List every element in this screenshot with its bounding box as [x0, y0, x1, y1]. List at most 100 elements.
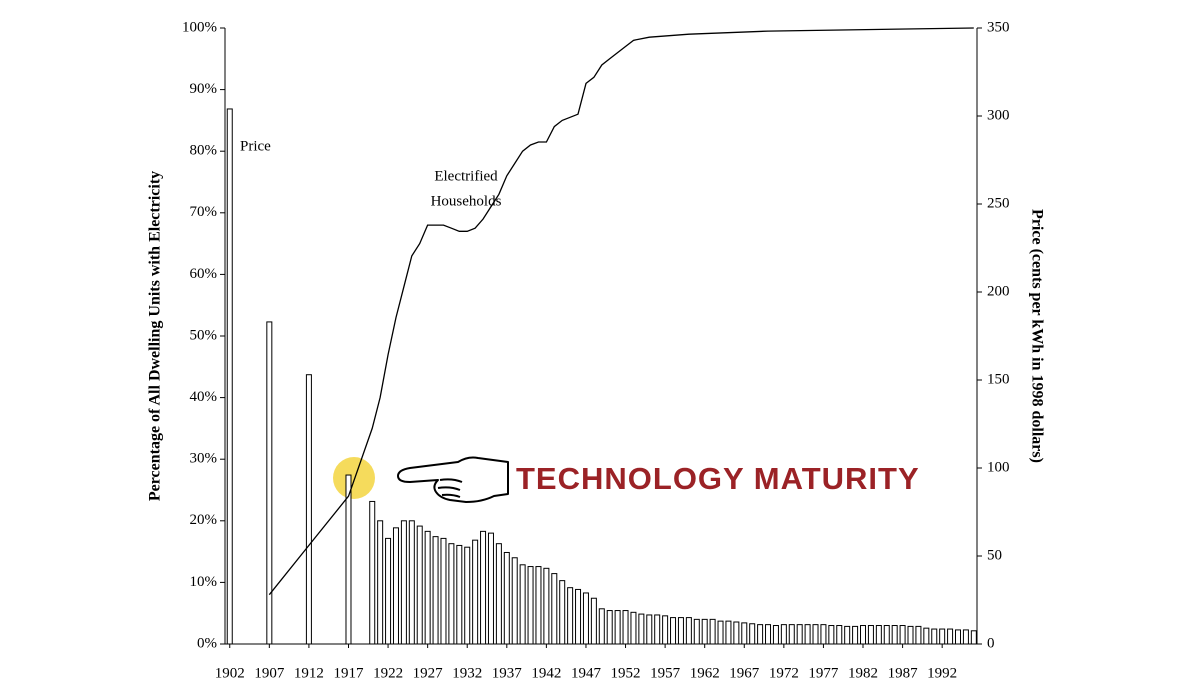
bar [701, 618, 708, 645]
x-tick-label: 1967 [729, 665, 760, 681]
bar [472, 539, 479, 645]
bar [860, 625, 867, 645]
bar [788, 624, 795, 645]
bar [662, 615, 669, 645]
bar [400, 520, 407, 645]
bar [646, 614, 653, 645]
bar [749, 623, 756, 645]
bar [812, 624, 819, 645]
x-tick-label: 1907 [254, 665, 285, 681]
y2-tick-label: 200 [987, 283, 1010, 299]
bar [622, 610, 629, 645]
y2-tick-label: 300 [987, 107, 1010, 123]
y2-tick-label: 250 [987, 195, 1010, 211]
bar [709, 618, 716, 645]
y-axis-title: Percentage of All Dwelling Units with El… [147, 171, 164, 501]
y-tick-label: 80% [190, 143, 218, 159]
annotation: Electrified [434, 168, 498, 184]
y-tick-label: 90% [190, 81, 218, 97]
x-tick-label: 1902 [215, 665, 245, 681]
x-tick-label: 1912 [294, 665, 324, 681]
x-tick-label: 1927 [413, 665, 444, 681]
bar [733, 621, 740, 645]
bar [907, 625, 914, 645]
bar [424, 530, 431, 645]
bar [717, 620, 724, 645]
x-tick-label: 1977 [808, 665, 839, 681]
bar [519, 564, 526, 645]
x-tick-label: 1917 [333, 665, 364, 681]
bar [883, 625, 890, 645]
x-tick-label: 1972 [769, 665, 799, 681]
bar [638, 613, 645, 645]
bar [614, 610, 621, 645]
pointing-hand [397, 456, 509, 503]
bar [875, 625, 882, 645]
x-tick-label: 1932 [452, 665, 482, 681]
bar [432, 536, 439, 645]
bar [955, 629, 962, 645]
bar [630, 611, 637, 645]
bar [408, 520, 415, 645]
bar [511, 557, 518, 645]
x-tick-label: 1952 [611, 665, 641, 681]
y-tick-label: 10% [190, 574, 218, 590]
bar [487, 532, 494, 645]
bar [844, 625, 851, 645]
y-tick-label: 60% [190, 266, 218, 282]
y-tick-label: 0% [197, 635, 217, 651]
bar [757, 624, 764, 645]
bar [685, 617, 692, 645]
bar [670, 617, 677, 645]
bar [836, 625, 843, 645]
y2-tick-label: 100 [987, 459, 1010, 475]
annotation: TECHNOLOGY MATURITY [516, 461, 920, 496]
y-tick-label: 50% [190, 327, 218, 343]
bar [931, 628, 938, 645]
x-tick-label: 1987 [888, 665, 919, 681]
highlight-circle [333, 457, 375, 499]
bar [677, 617, 684, 645]
bar [780, 624, 787, 645]
bar [915, 625, 922, 645]
y2-axis-title: Price (cents per kWh in 1998 dollars) [1028, 209, 1045, 463]
bar [939, 628, 946, 645]
bar [369, 500, 376, 645]
bar [867, 625, 874, 645]
bar [772, 625, 779, 645]
bar [226, 108, 233, 645]
bar [590, 597, 597, 645]
bar [804, 624, 811, 645]
y-tick-label: 40% [190, 389, 218, 405]
bar [551, 573, 558, 645]
x-tick-label: 1992 [927, 665, 957, 681]
bar [543, 567, 550, 645]
bar [947, 628, 954, 645]
y2-tick-label: 350 [987, 19, 1010, 35]
bar [962, 629, 969, 645]
bar [385, 537, 392, 645]
bar [480, 530, 487, 645]
bar [796, 624, 803, 645]
bar [923, 627, 930, 645]
bar [820, 624, 827, 645]
bar [345, 474, 352, 645]
bar [567, 587, 574, 645]
bar [305, 374, 312, 645]
bar [559, 580, 566, 645]
x-tick-label: 1957 [650, 665, 681, 681]
bar [899, 625, 906, 645]
x-tick-label: 1982 [848, 665, 878, 681]
bar [535, 566, 542, 645]
bar [741, 622, 748, 645]
bar [392, 527, 399, 645]
bar [575, 588, 582, 645]
bar [765, 624, 772, 645]
bar [527, 566, 534, 645]
y-tick-label: 70% [190, 204, 218, 220]
annotation: Households [431, 193, 502, 209]
bar [582, 592, 589, 645]
x-tick-label: 1947 [571, 665, 602, 681]
bar [654, 614, 661, 645]
